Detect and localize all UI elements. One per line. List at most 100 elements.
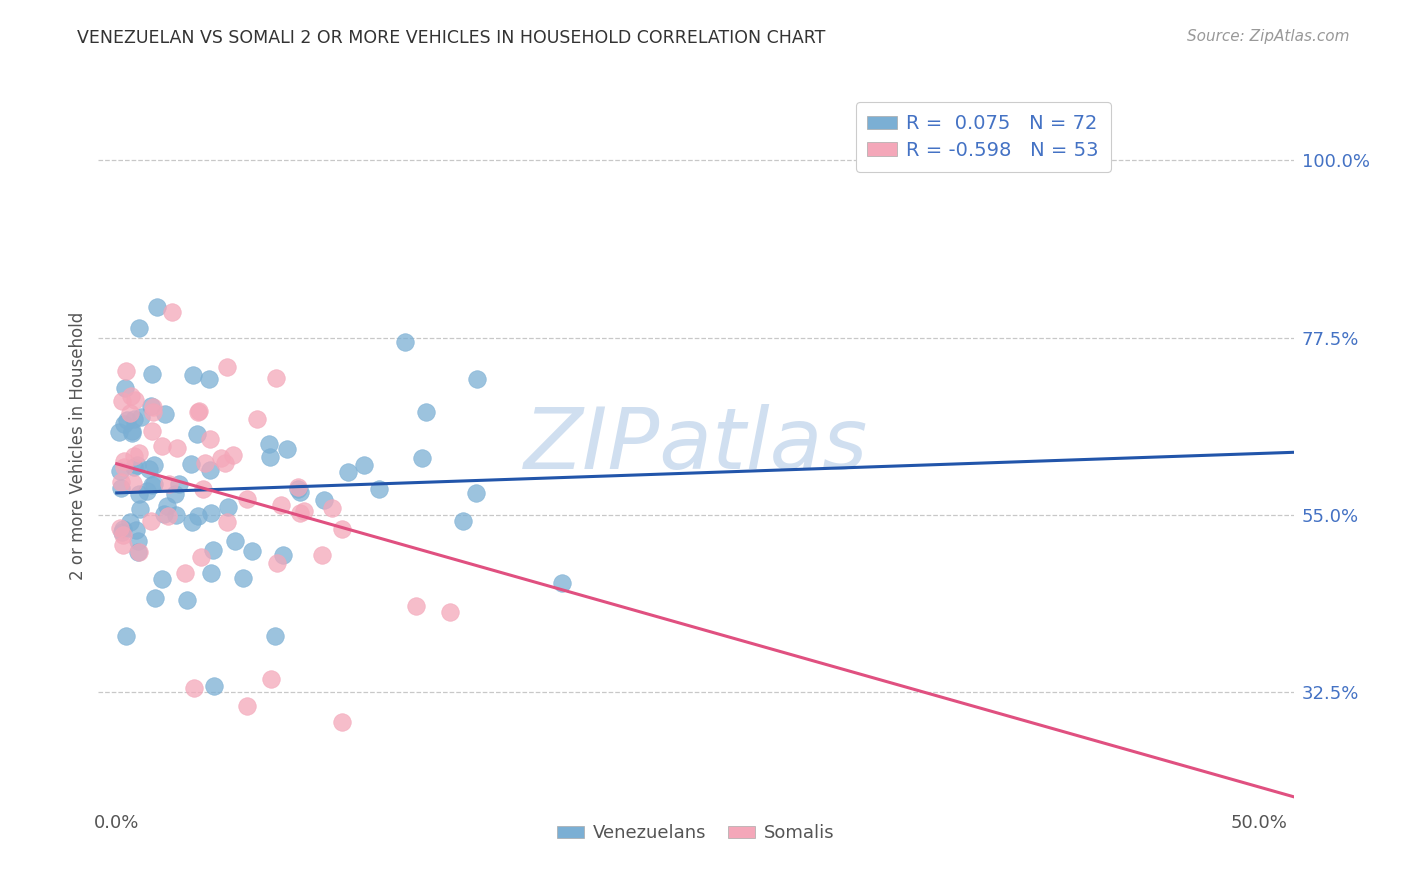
Point <box>263 629 285 643</box>
Point <box>128 501 150 516</box>
Point <box>198 372 221 386</box>
Point <box>127 458 149 472</box>
Point <box>111 394 134 409</box>
Point <box>112 460 135 475</box>
Point <box>214 456 236 470</box>
Point <box>246 412 269 426</box>
Point <box>551 575 574 590</box>
Point <box>273 549 295 563</box>
Point <box>110 524 132 539</box>
Point <box>287 482 309 496</box>
Point <box>176 593 198 607</box>
Point <box>353 458 375 472</box>
Point <box>128 545 150 559</box>
Point <box>453 514 475 528</box>
Point <box>157 477 180 491</box>
Point <box>128 445 150 459</box>
Point <box>321 500 343 515</box>
Point <box>162 305 184 319</box>
Point <box>464 485 486 500</box>
Point <box>122 449 145 463</box>
Point <box>150 572 173 586</box>
Point <box>165 508 187 523</box>
Point <box>136 484 159 499</box>
Point <box>288 506 311 520</box>
Point <box>150 439 173 453</box>
Point <box>169 476 191 491</box>
Point <box>240 544 263 558</box>
Point <box>439 605 461 619</box>
Point <box>120 515 142 529</box>
Point <box>141 368 163 382</box>
Point <box>290 485 312 500</box>
Point <box>187 405 209 419</box>
Point <box>215 359 238 374</box>
Point <box>110 481 132 495</box>
Point <box>186 426 208 441</box>
Point <box>202 679 225 693</box>
Point <box>260 672 283 686</box>
Point <box>142 401 165 415</box>
Point <box>152 507 174 521</box>
Text: ZIPatlas: ZIPatlas <box>524 404 868 488</box>
Text: Source: ZipAtlas.com: Source: ZipAtlas.com <box>1187 29 1350 44</box>
Point <box>330 522 353 536</box>
Point <box>128 487 150 501</box>
Point <box>110 464 132 478</box>
Point <box>111 527 134 541</box>
Point <box>222 448 245 462</box>
Point <box>190 549 212 564</box>
Point <box>394 334 416 349</box>
Point <box>201 543 224 558</box>
Point <box>180 457 202 471</box>
Point <box>108 521 131 535</box>
Text: VENEZUELAN VS SOMALI 2 OR MORE VEHICLES IN HOUSEHOLD CORRELATION CHART: VENEZUELAN VS SOMALI 2 OR MORE VEHICLES … <box>77 29 825 46</box>
Point <box>112 454 135 468</box>
Point <box>121 426 143 441</box>
Point <box>156 508 179 523</box>
Point <box>330 714 353 729</box>
Point <box>127 545 149 559</box>
Point <box>117 413 139 427</box>
Point <box>146 300 169 314</box>
Point <box>266 556 288 570</box>
Point <box>125 523 148 537</box>
Point <box>367 483 389 497</box>
Point <box>122 412 145 426</box>
Point <box>257 436 280 450</box>
Point <box>183 681 205 696</box>
Point <box>112 539 135 553</box>
Point <box>142 405 165 419</box>
Point <box>337 465 360 479</box>
Point <box>114 380 136 394</box>
Point <box>411 450 433 465</box>
Point <box>139 399 162 413</box>
Point <box>264 371 287 385</box>
Point <box>191 482 214 496</box>
Point <box>200 432 222 446</box>
Point <box>129 409 152 424</box>
Point <box>287 481 309 495</box>
Point <box>173 566 195 580</box>
Point <box>114 364 136 378</box>
Y-axis label: 2 or more Vehicles in Household: 2 or more Vehicles in Household <box>69 312 87 580</box>
Point <box>200 463 222 477</box>
Point <box>143 591 166 605</box>
Point <box>121 475 143 490</box>
Point <box>312 492 335 507</box>
Point <box>118 406 141 420</box>
Point <box>194 456 217 470</box>
Point <box>217 515 239 529</box>
Point <box>115 629 138 643</box>
Point <box>166 441 188 455</box>
Point <box>141 478 163 492</box>
Point <box>121 389 143 403</box>
Point <box>259 450 281 465</box>
Point <box>232 571 254 585</box>
Point <box>122 460 145 475</box>
Point <box>153 407 176 421</box>
Point <box>236 492 259 507</box>
Point <box>236 699 259 714</box>
Point <box>465 372 488 386</box>
Point <box>128 321 150 335</box>
